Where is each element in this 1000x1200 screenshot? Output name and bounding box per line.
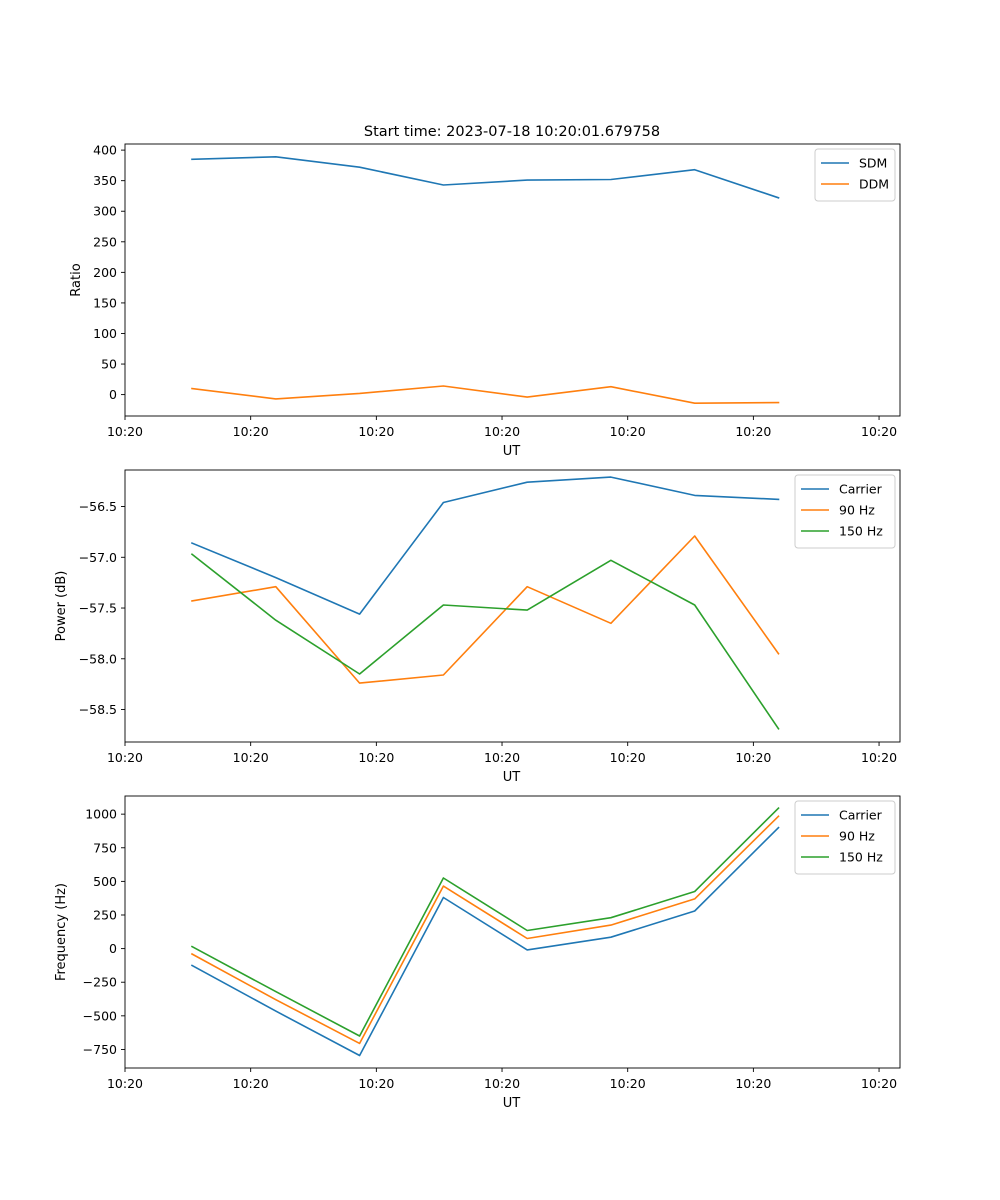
- legend-label: 90 Hz: [839, 503, 875, 518]
- x-axis-label: UT: [503, 1096, 521, 1111]
- y-tick-label: −500: [83, 1008, 117, 1023]
- x-tick-label: 10:20: [233, 750, 269, 765]
- legend: SDM DDM: [814, 148, 896, 202]
- y-tick-label: 200: [93, 265, 117, 280]
- legend-box: [814, 148, 896, 202]
- chart-power: 10:20 10:20 10:20 10:20 10:20 10:20 10:20 −56.5…: [54, 469, 901, 785]
- x-tick-label: 10:20: [484, 750, 520, 765]
- x-tick-label: 10:20: [107, 750, 143, 765]
- x-tick-label: 10:20: [233, 1076, 269, 1091]
- x-tick-label: 10:20: [358, 750, 394, 765]
- x-tick-label: 10:20: [233, 424, 269, 439]
- y-tick-label: −57.5: [79, 601, 117, 616]
- y-tick-label: 400: [93, 143, 117, 158]
- legend: Carrier 90 Hz 150 Hz: [794, 474, 896, 549]
- legend-label: DDM: [859, 177, 889, 192]
- legend-box: [794, 800, 896, 875]
- x-tick-label: 10:20: [484, 424, 520, 439]
- x-tick-label: 10:20: [610, 424, 646, 439]
- y-tick-label: −56.5: [79, 499, 117, 514]
- series-line-carrier: [190, 826, 780, 1057]
- y-tick-label: 100: [93, 326, 117, 341]
- y-tick-label: −58.5: [79, 702, 117, 717]
- series-line-sdm: [191, 156, 780, 199]
- series-line-90-hz: [191, 535, 780, 684]
- figure-title: Start time: 2023-07-18 10:20:01.679758: [364, 124, 660, 140]
- chart-ratio: 10:20 10:20 10:20 10:20 10:20 10:20 10:20 0 50 10…: [69, 143, 901, 459]
- y-tick-label: 0: [109, 387, 117, 402]
- y-axis-label: Frequency (Hz): [54, 883, 69, 981]
- x-tick-label: 10:20: [861, 750, 897, 765]
- y-tick-label: 250: [93, 907, 117, 922]
- plot-frame: [124, 143, 901, 417]
- legend-label: 150 Hz: [839, 850, 883, 865]
- y-tick-label: 750: [93, 840, 117, 855]
- legend-label: SDM: [859, 156, 887, 171]
- x-tick-label: 10:20: [610, 1076, 646, 1091]
- series-line-ddm: [191, 385, 780, 405]
- y-tick-label: 500: [93, 874, 117, 889]
- legend-label: Carrier: [839, 482, 883, 497]
- y-tick-label: −57.0: [79, 550, 117, 565]
- plot-frame: [124, 795, 901, 1069]
- x-axis-label: UT: [503, 770, 521, 785]
- legend-label: 150 Hz: [839, 524, 883, 539]
- x-tick-label: 10:20: [358, 424, 394, 439]
- x-axis-label: UT: [503, 444, 521, 459]
- y-tick-label: 50: [101, 357, 117, 372]
- chart-frequency: 10:20 10:20 10:20 10:20 10:20 10:20 10:20 1000 7…: [54, 795, 901, 1111]
- y-tick-label: −58.0: [79, 651, 117, 666]
- y-tick-label: 0: [109, 941, 117, 956]
- x-tick-label: 10:20: [735, 1076, 771, 1091]
- legend-box: [794, 474, 896, 549]
- y-tick-label: −250: [83, 975, 117, 990]
- series-line-150-hz: [190, 553, 780, 730]
- series-line-150-hz: [190, 806, 780, 1037]
- plots-container: 10:20 10:20 10:20 10:20 10:20 10:20 10:20 0 50 10…: [54, 143, 901, 1111]
- y-tick-label: 150: [93, 295, 117, 310]
- x-tick-label: 10:20: [484, 1076, 520, 1091]
- y-axis-label: Ratio: [69, 263, 84, 296]
- y-axis-label: Power (dB): [54, 571, 69, 642]
- x-tick-label: 10:20: [610, 750, 646, 765]
- series-line-carrier: [190, 476, 780, 615]
- plot-frame: [124, 469, 901, 743]
- x-tick-label: 10:20: [358, 1076, 394, 1091]
- legend: Carrier 90 Hz 150 Hz: [794, 800, 896, 875]
- legend-label: Carrier: [839, 808, 883, 823]
- x-tick-label: 10:20: [735, 750, 771, 765]
- legend-label: 90 Hz: [839, 829, 875, 844]
- x-tick-label: 10:20: [861, 1076, 897, 1091]
- series-line-90-hz: [190, 815, 780, 1045]
- y-tick-label: −750: [83, 1042, 117, 1057]
- y-tick-label: 300: [93, 204, 117, 219]
- x-tick-label: 10:20: [735, 424, 771, 439]
- x-tick-label: 10:20: [861, 424, 897, 439]
- x-tick-label: 10:20: [107, 1076, 143, 1091]
- y-tick-label: 1000: [85, 807, 117, 822]
- y-tick-label: 250: [93, 234, 117, 249]
- y-tick-label: 350: [93, 173, 117, 188]
- x-tick-label: 10:20: [107, 424, 143, 439]
